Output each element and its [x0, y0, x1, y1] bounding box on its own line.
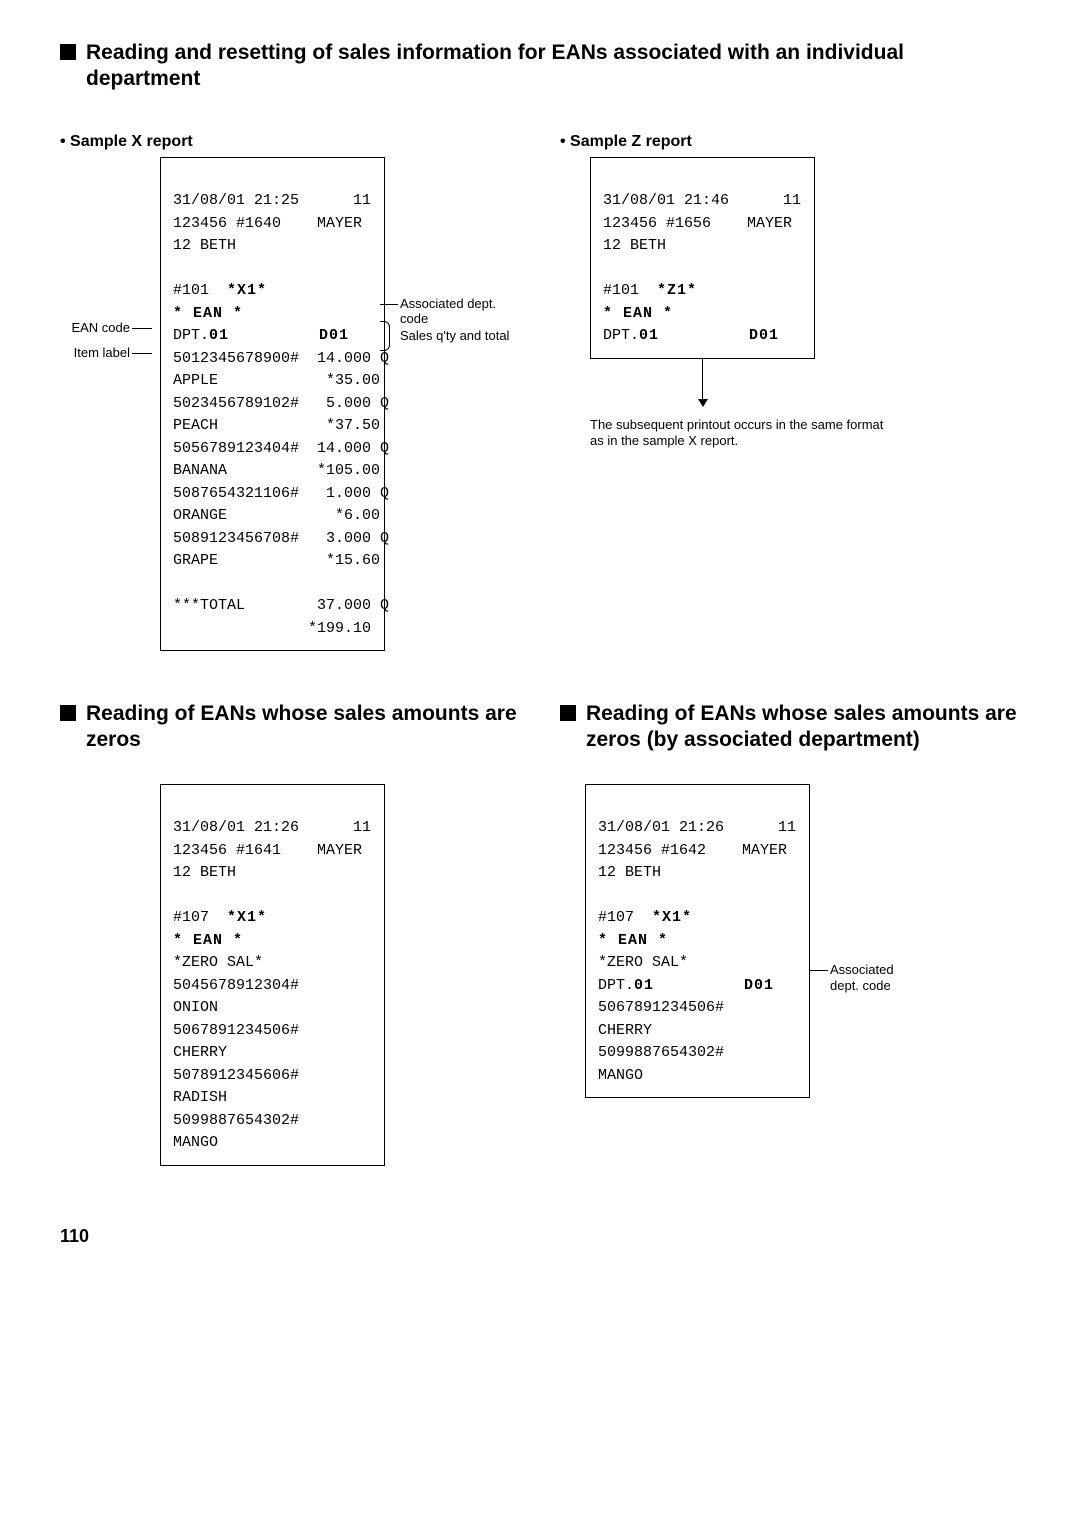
rz1-l5: * EAN *: [173, 932, 243, 949]
rz2-l2: 123456 #1642 MAYER: [598, 842, 787, 859]
rz1-l4a: #107: [173, 909, 227, 926]
rx-l12: BANANA *105.00: [173, 462, 380, 479]
rx-l5: * EAN *: [173, 305, 243, 322]
square-bullet-icon: [60, 44, 76, 60]
rz1-l1: 31/08/01 21:26 11: [173, 819, 371, 836]
rz2-l8: 5067891234506#: [598, 999, 724, 1016]
rx-l3: 12 BETH: [173, 237, 236, 254]
rx-l13: 5087654321106# 1.000 Q: [173, 485, 389, 502]
rz-l1: 31/08/01 21:46 11: [603, 192, 801, 209]
rx-l1: 31/08/01 21:25 11: [173, 192, 371, 209]
rx-l9: 5023456789102# 5.000 Q: [173, 395, 389, 412]
rx-l17: ***TOTAL 37.000 Q: [173, 597, 389, 614]
receipt-z: 31/08/01 21:46 11 123456 #1656 MAYER 12 …: [590, 157, 815, 359]
rz1-l11: 5078912345606#: [173, 1067, 299, 1084]
rz2-l9: CHERRY: [598, 1022, 652, 1039]
rz2-l5: * EAN *: [598, 932, 668, 949]
receipt-x: 31/08/01 21:25 11 123456 #1640 MAYER 12 …: [160, 157, 385, 652]
receipt-zero-2: 31/08/01 21:26 11 123456 #1642 MAYER 12 …: [585, 784, 810, 1099]
sample-z-label: • Sample Z report: [560, 133, 1020, 151]
rx-l6b: 01: [209, 327, 229, 344]
rz2-l7b: 01: [634, 977, 654, 994]
section-1-heading: Reading and resetting of sales informati…: [60, 40, 1020, 93]
rx-l18: *199.10: [173, 620, 371, 637]
rz1-l7: 5045678912304#: [173, 977, 299, 994]
section-3-heading: Reading of EANs whose sales amounts are …: [560, 701, 1020, 754]
rz2-l3: 12 BETH: [598, 864, 661, 881]
subsequent-note: The subsequent printout occurs in the sa…: [590, 417, 890, 451]
rx-l6c: [229, 327, 319, 344]
rx-l6a: DPT.: [173, 327, 209, 344]
rz-l6d: D01: [749, 327, 779, 344]
rx-l6d: D01: [319, 327, 349, 344]
rz-l6c: [659, 327, 749, 344]
rz2-l1: 31/08/01 21:26 11: [598, 819, 796, 836]
rz-l4b: *Z1*: [657, 282, 697, 299]
rz1-l4b: *X1*: [227, 909, 267, 926]
rz-l3: 12 BETH: [603, 237, 666, 254]
callout-item-label-text: Item label: [74, 345, 130, 360]
rz2-l4b: *X1*: [652, 909, 692, 926]
rz1-l14: MANGO: [173, 1134, 218, 1151]
rx-l4b: *X1*: [227, 282, 267, 299]
rz2-l7d: D01: [744, 977, 774, 994]
square-bullet-icon: [60, 705, 76, 721]
rz-l6b: 01: [639, 327, 659, 344]
rz1-l10: CHERRY: [173, 1044, 227, 1061]
callout-sales-qty-text: Sales q'ty and total: [400, 328, 509, 343]
rz1-l9: 5067891234506#: [173, 1022, 299, 1039]
rx-l8: APPLE *35.00: [173, 372, 380, 389]
rx-l4a: #101: [173, 282, 227, 299]
rz-l6a: DPT.: [603, 327, 639, 344]
rz1-l6: *ZERO SAL*: [173, 954, 263, 971]
rx-l7: 5012345678900# 14.000 Q: [173, 350, 389, 367]
square-bullet-icon: [560, 705, 576, 721]
sample-x-label: • Sample X report: [60, 133, 520, 151]
section-3-title: Reading of EANs whose sales amounts are …: [586, 701, 1020, 754]
section-2-heading: Reading of EANs whose sales amounts are …: [60, 701, 520, 754]
rz1-l2: 123456 #1641 MAYER: [173, 842, 362, 859]
arrow-down-icon: [590, 359, 815, 407]
callout-sales-qty: Sales q'ty and total: [400, 328, 509, 344]
rx-l11: 5056789123404# 14.000 Q: [173, 440, 389, 457]
callout-assoc-dept: Associated dept. code: [400, 296, 520, 327]
rz1-l12: RADISH: [173, 1089, 227, 1106]
callout-ean-code: EAN code: [50, 320, 130, 336]
rz-l2: 123456 #1656 MAYER: [603, 215, 792, 232]
receipt-zero-1: 31/08/01 21:26 11 123456 #1641 MAYER 12 …: [160, 784, 385, 1166]
rx-l14: ORANGE *6.00: [173, 507, 380, 524]
callout-assoc-dept-text: Associated dept. code: [400, 296, 496, 327]
rz2-l11: MANGO: [598, 1067, 643, 1084]
rz-l5: * EAN *: [603, 305, 673, 322]
rz2-l7a: DPT.: [598, 977, 634, 994]
rz2-l4a: #107: [598, 909, 652, 926]
rx-l10: PEACH *37.50: [173, 417, 380, 434]
rx-l15: 5089123456708# 3.000 Q: [173, 530, 389, 547]
rz1-l3: 12 BETH: [173, 864, 236, 881]
callout-assoc-dept-2: Associated dept. code: [830, 962, 910, 993]
rx-l2: 123456 #1640 MAYER: [173, 215, 362, 232]
rz2-l7c: [654, 977, 744, 994]
rz2-l10: 5099887654302#: [598, 1044, 724, 1061]
rz2-l6: *ZERO SAL*: [598, 954, 688, 971]
section-1-title: Reading and resetting of sales informati…: [86, 40, 1020, 93]
page-number: 110: [60, 1226, 1020, 1247]
rx-l16: GRAPE *15.60: [173, 552, 380, 569]
section-2-title: Reading of EANs whose sales amounts are …: [86, 701, 520, 754]
callout-ean-code-text: EAN code: [71, 320, 130, 335]
rz1-l13: 5099887654302#: [173, 1112, 299, 1129]
rz1-l8: ONION: [173, 999, 218, 1016]
callout-assoc-dept-2-text: Associated dept. code: [830, 962, 894, 993]
callout-item-label: Item label: [50, 345, 130, 361]
rz-l4a: #101: [603, 282, 657, 299]
